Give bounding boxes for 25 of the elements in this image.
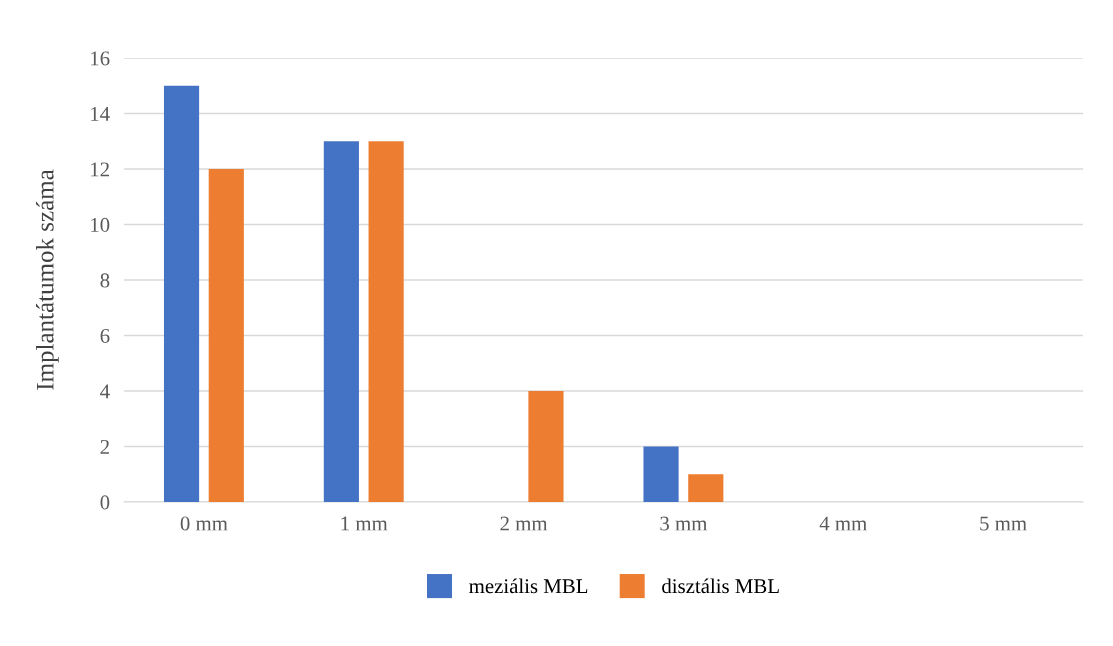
y-tick-label: 14 <box>91 106 110 121</box>
bar <box>208 169 244 502</box>
y-tick-label: 4 <box>100 384 110 399</box>
bar <box>643 446 679 502</box>
x-tick-label: 4 mm <box>819 516 867 531</box>
x-tick-label: 5 mm <box>980 516 1027 531</box>
x-tick-label: 3 mm <box>660 516 708 531</box>
y-tick-label: 6 <box>100 328 110 343</box>
bar <box>688 474 724 502</box>
y-tick-label: 2 <box>100 439 109 454</box>
y-axis-title: Implantátumok száma <box>36 169 59 390</box>
bar <box>163 85 200 502</box>
bar <box>528 391 564 502</box>
legend-label: disztális MBL <box>662 578 779 594</box>
y-tick-label: 10 <box>91 217 110 232</box>
x-tick-label: 0 mm <box>180 516 228 531</box>
bar <box>368 141 404 502</box>
x-tick-label: 1 mm <box>341 516 388 531</box>
x-tick-label: 2 mm <box>500 516 548 531</box>
y-tick-label: 16 <box>91 51 110 66</box>
bar <box>323 141 359 502</box>
y-tick-label: 0 <box>100 495 110 510</box>
y-tick-label: 8 <box>100 273 110 288</box>
legend-label: meziális MBL <box>469 578 588 594</box>
y-tick-label: 12 <box>91 162 109 177</box>
